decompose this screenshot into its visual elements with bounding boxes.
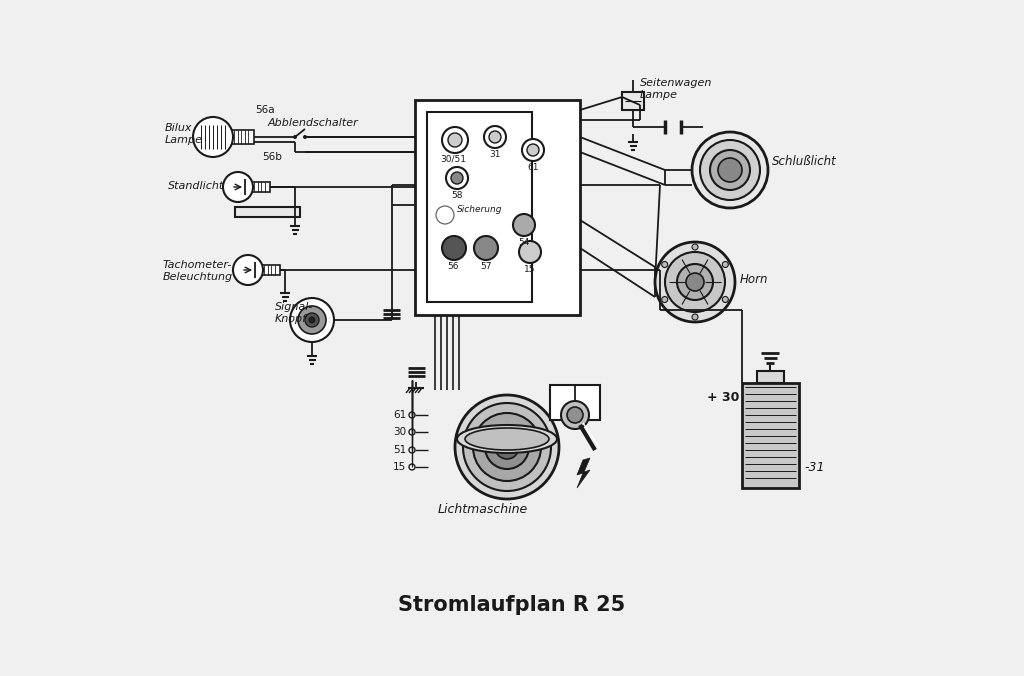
Circle shape <box>662 297 668 302</box>
Text: Signal-
Knopf: Signal- Knopf <box>275 302 313 324</box>
Bar <box>262 265 280 275</box>
Circle shape <box>446 167 468 189</box>
Text: 31: 31 <box>489 150 501 159</box>
Bar <box>252 182 270 192</box>
Text: Abblendschalter: Abblendschalter <box>268 118 358 128</box>
Text: Seitenwagen
Lampe: Seitenwagen Lampe <box>640 78 713 99</box>
Circle shape <box>700 140 760 200</box>
Circle shape <box>519 241 541 263</box>
Text: Sicherung: Sicherung <box>457 206 503 214</box>
Circle shape <box>662 262 668 268</box>
Circle shape <box>463 403 551 491</box>
Bar <box>742 383 799 488</box>
Text: 57: 57 <box>480 262 492 271</box>
Bar <box>550 385 600 420</box>
Text: Horn: Horn <box>740 273 768 286</box>
Text: -31: -31 <box>804 461 824 474</box>
Circle shape <box>193 117 233 157</box>
Circle shape <box>436 206 454 224</box>
Circle shape <box>527 144 539 156</box>
Text: 30: 30 <box>393 427 406 437</box>
Circle shape <box>233 255 263 285</box>
Circle shape <box>303 135 307 139</box>
Circle shape <box>567 407 583 423</box>
Circle shape <box>722 297 728 302</box>
Circle shape <box>409 464 415 470</box>
Circle shape <box>718 158 742 182</box>
Text: Tachometer-
Beleuchtung: Tachometer- Beleuchtung <box>163 260 233 282</box>
Circle shape <box>442 236 466 260</box>
Circle shape <box>485 425 529 469</box>
Circle shape <box>710 150 750 190</box>
Circle shape <box>409 447 415 453</box>
Circle shape <box>290 298 334 342</box>
Text: Bilux
Lampe: Bilux Lampe <box>165 123 203 145</box>
Ellipse shape <box>457 425 557 453</box>
Circle shape <box>449 133 462 147</box>
Circle shape <box>665 252 725 312</box>
Text: 61: 61 <box>527 163 539 172</box>
Text: Lichtmaschine: Lichtmaschine <box>438 503 528 516</box>
Text: 30/51: 30/51 <box>440 155 466 164</box>
Circle shape <box>455 395 559 499</box>
Circle shape <box>442 127 468 153</box>
Text: 56b: 56b <box>262 152 282 162</box>
Circle shape <box>473 413 541 481</box>
Circle shape <box>309 317 315 323</box>
Bar <box>234 207 300 217</box>
Circle shape <box>655 242 735 322</box>
Text: 56a: 56a <box>255 105 274 115</box>
Circle shape <box>451 172 463 184</box>
Circle shape <box>692 314 698 320</box>
Circle shape <box>686 273 705 291</box>
Circle shape <box>298 306 326 334</box>
Text: Schlußlicht: Schlußlicht <box>772 155 837 168</box>
Circle shape <box>293 135 297 139</box>
Text: 54: 54 <box>518 238 529 247</box>
Bar <box>415 100 580 315</box>
Ellipse shape <box>465 428 549 450</box>
Polygon shape <box>577 458 590 488</box>
Circle shape <box>409 412 415 418</box>
Text: 58: 58 <box>452 191 463 200</box>
Circle shape <box>474 236 498 260</box>
Circle shape <box>722 262 728 268</box>
Text: + 30: + 30 <box>707 391 739 404</box>
Circle shape <box>561 401 589 429</box>
Text: Standlicht: Standlicht <box>168 181 224 191</box>
Circle shape <box>677 264 713 300</box>
Circle shape <box>692 132 768 208</box>
Circle shape <box>692 244 698 250</box>
Text: 61: 61 <box>393 410 406 420</box>
Circle shape <box>409 429 415 435</box>
Circle shape <box>495 435 519 459</box>
Text: 15: 15 <box>393 462 406 472</box>
Text: Stromlaufplan R 25: Stromlaufplan R 25 <box>398 595 626 615</box>
Bar <box>427 112 532 302</box>
Circle shape <box>484 126 506 148</box>
Text: 15: 15 <box>524 265 536 274</box>
Text: 56: 56 <box>447 262 459 271</box>
Circle shape <box>513 214 535 236</box>
Text: 51: 51 <box>393 445 406 455</box>
Bar <box>757 371 784 383</box>
Bar <box>232 130 254 144</box>
Bar <box>622 92 644 110</box>
Circle shape <box>522 139 544 161</box>
Circle shape <box>305 313 319 327</box>
Circle shape <box>489 131 501 143</box>
Circle shape <box>223 172 253 202</box>
